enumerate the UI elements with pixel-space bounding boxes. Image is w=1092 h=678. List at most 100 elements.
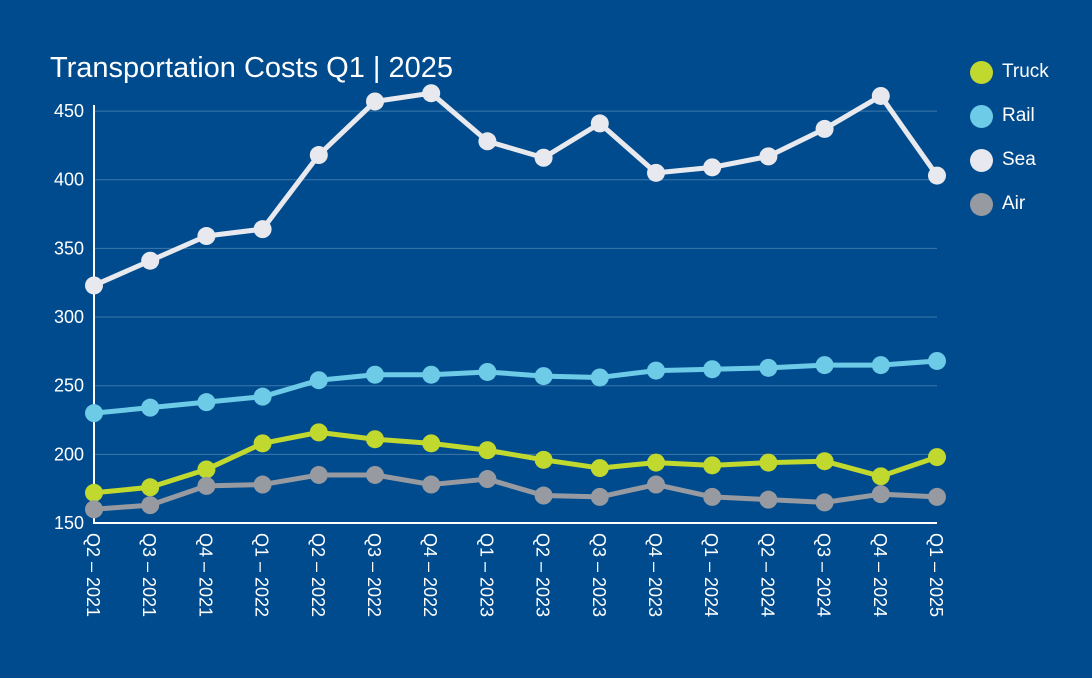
series-line [91, 90, 940, 288]
x-tick-label: Q4 – 2022 [420, 533, 440, 617]
legend-item-sea: Sea [970, 138, 1049, 182]
legend-label: Rail [1002, 105, 1035, 126]
legend-label: Truck [1002, 61, 1049, 82]
series-air [85, 465, 946, 519]
data-point [309, 146, 328, 165]
data-point [253, 475, 272, 494]
x-tick-label: Q4 – 2024 [870, 533, 890, 617]
x-tick-label: Q4 – 2021 [195, 533, 215, 617]
data-point [366, 92, 384, 111]
data-point [928, 351, 946, 370]
data-point [703, 158, 722, 177]
data-point [703, 456, 722, 475]
y-tick-label: 300 [54, 307, 84, 327]
data-point [85, 404, 103, 423]
data-point [703, 487, 722, 506]
data-point [366, 365, 384, 384]
data-point [871, 467, 890, 486]
data-point [366, 465, 384, 484]
x-tick-label: Q2 – 2024 [757, 533, 777, 617]
x-axis-tick-labels: Q2 – 2021 Q3 – 2021 Q4 – 2021 Q1 – 2022 Q2 –… [83, 533, 946, 617]
data-point [871, 86, 890, 105]
data-point [141, 251, 160, 270]
legend-label: Air [1002, 193, 1026, 214]
data-point [928, 166, 946, 185]
y-tick-label: 200 [54, 444, 84, 464]
x-tick-label: Q3 – 2022 [364, 533, 384, 617]
legend-swatch [970, 148, 993, 172]
data-point [197, 227, 216, 246]
y-tick-label: 400 [54, 170, 84, 190]
data-point [366, 430, 384, 449]
legend-swatch [970, 104, 993, 128]
data-point [141, 478, 160, 497]
data-point [197, 460, 216, 479]
data-point [590, 114, 609, 133]
data-point [759, 147, 778, 166]
data-point [815, 493, 834, 512]
data-point [253, 220, 272, 239]
data-point [647, 453, 665, 472]
data-point [815, 356, 834, 375]
x-tick-label: Q3 – 2023 [589, 533, 609, 617]
data-point [928, 448, 946, 467]
chart-legend: Truck Rail Sea Air [970, 50, 1049, 226]
x-tick-label: Q2 – 2022 [308, 533, 328, 617]
data-point [478, 362, 497, 381]
data-point [647, 475, 665, 494]
data-point [534, 367, 553, 386]
x-tick-label: Q1 – 2025 [926, 533, 946, 617]
data-point [253, 434, 272, 453]
data-point [197, 393, 216, 412]
y-tick-label: 450 [54, 101, 84, 121]
x-tick-label: Q4 – 2023 [645, 533, 665, 617]
legend-item-rail: Rail [970, 94, 1049, 138]
data-point [590, 459, 609, 478]
data-point [871, 485, 890, 504]
data-point [85, 500, 103, 519]
data-point [759, 490, 778, 509]
data-point [815, 452, 834, 471]
data-point [253, 387, 272, 406]
data-point [422, 84, 441, 103]
y-axis-tick-labels: 150 200 250 300 350 400 450 [54, 101, 84, 533]
legend-item-air: Air [970, 182, 1049, 226]
y-tick-label: 350 [54, 238, 84, 258]
data-point [478, 441, 497, 460]
data-point [141, 398, 160, 417]
data-point [309, 465, 328, 484]
series-rail [85, 351, 946, 423]
series-lines [85, 84, 946, 519]
x-tick-label: Q3 – 2021 [139, 533, 159, 617]
data-point [647, 361, 665, 380]
data-point [534, 486, 553, 505]
data-point [534, 148, 553, 167]
y-tick-label: 250 [54, 376, 84, 396]
legend-swatch [970, 192, 993, 216]
data-point [478, 132, 497, 151]
data-point [309, 371, 328, 390]
x-tick-label: Q2 – 2021 [83, 533, 103, 617]
data-point [478, 470, 497, 489]
data-point [85, 276, 103, 295]
data-point [703, 360, 722, 379]
legend-label: Sea [1002, 149, 1036, 170]
legend-swatch [970, 60, 993, 84]
legend-item-truck: Truck [970, 50, 1049, 94]
x-tick-label: Q1 – 2022 [252, 533, 272, 617]
series-line [91, 472, 940, 512]
x-tick-label: Q1 – 2023 [476, 533, 496, 617]
series-truck [85, 423, 946, 502]
x-tick-label: Q3 – 2024 [814, 533, 834, 617]
data-point [141, 496, 160, 515]
data-point [422, 365, 441, 384]
x-tick-label: Q1 – 2024 [701, 533, 721, 617]
data-point [815, 119, 834, 138]
data-point [590, 368, 609, 387]
data-point [928, 487, 946, 506]
data-point [534, 450, 553, 469]
data-point [647, 163, 665, 182]
data-point [422, 434, 441, 453]
chart-title: Transportation Costs Q1 | 2025 [50, 52, 453, 84]
